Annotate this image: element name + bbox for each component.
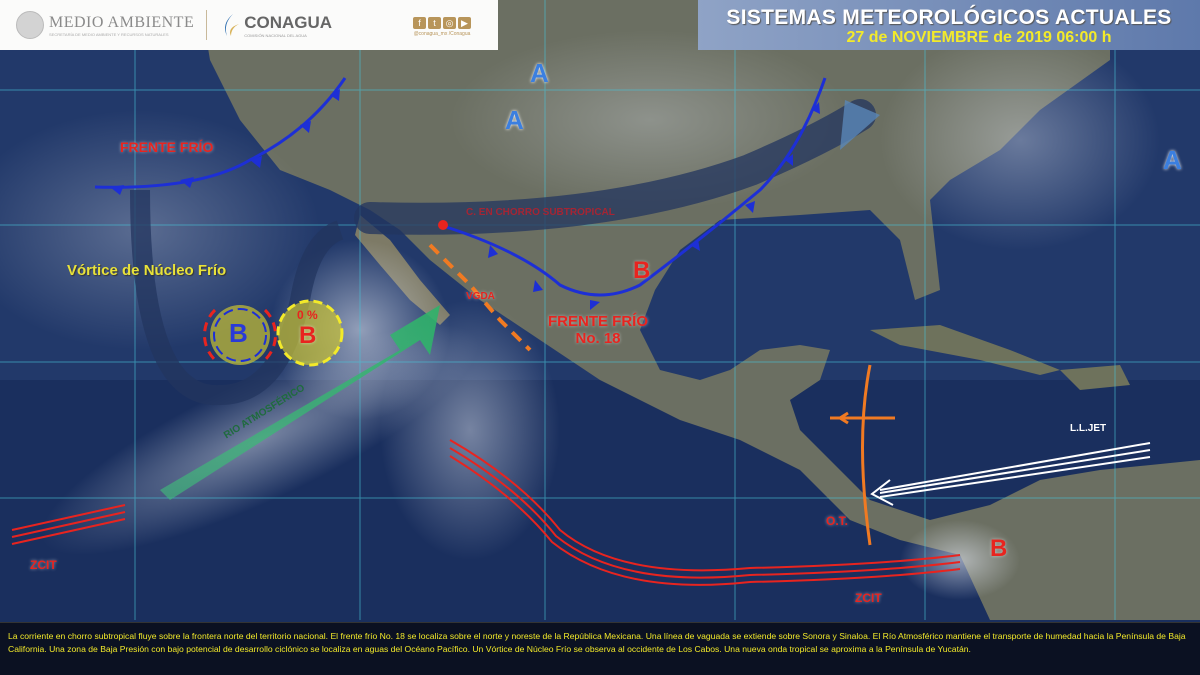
semarnat-logo: MEDIO AMBIENTE SECRETARÍA DE MEDIO AMBIEN… bbox=[16, 11, 194, 39]
label-jet-stream: C. EN CHORRO SUBTROPICAL bbox=[466, 207, 615, 218]
social-links: f t ◎ ▶ @conagua_mx /Conagua bbox=[412, 13, 472, 37]
trough-line bbox=[428, 243, 532, 352]
label-vgda: VGDA bbox=[466, 291, 495, 302]
grid-lines bbox=[0, 0, 1200, 620]
atmospheric-river bbox=[160, 305, 440, 500]
conagua-wave-icon bbox=[225, 14, 240, 36]
label-lljet: L.L.JET bbox=[1070, 423, 1107, 434]
agency1-name: MEDIO AMBIENTE bbox=[49, 13, 195, 31]
social-handle: @conagua_mx /Conagua bbox=[413, 31, 471, 37]
facebook-icon[interactable]: f bbox=[413, 17, 426, 29]
label-zcit-west: ZCIT bbox=[30, 558, 57, 572]
mexico-seal-icon bbox=[16, 11, 44, 39]
cold-front-18 bbox=[439, 77, 827, 297]
title-banner: SISTEMAS METEOROLÓGICOS ACTUALES 27 de N… bbox=[698, 0, 1200, 50]
itcz-west bbox=[11, 504, 126, 545]
vortex-loop bbox=[130, 189, 344, 406]
conagua-logo: CONAGUA COMISIÓN NACIONAL DEL AGUA bbox=[219, 12, 332, 38]
label-vortice: Vórtice de Núcleo Frío bbox=[67, 262, 227, 279]
hispaniola bbox=[1060, 365, 1130, 390]
date-time: 27 de NOVIEMBRE de 2019 06:00 h bbox=[846, 29, 1112, 46]
divider bbox=[206, 10, 208, 40]
subtropical-jet bbox=[354, 99, 876, 235]
low-b-front: B bbox=[633, 257, 651, 284]
agency2-name: CONAGUA bbox=[244, 12, 333, 32]
low-pressure-circle bbox=[278, 301, 342, 365]
low-probability: 0 % bbox=[297, 308, 318, 322]
itcz-east bbox=[449, 439, 961, 586]
twitter-icon[interactable]: t bbox=[428, 17, 441, 29]
description-text: La corriente en chorro subtropical fluye… bbox=[0, 622, 1200, 675]
agency-logos-bar: MEDIO AMBIENTE SECRETARÍA DE MEDIO AMBIEN… bbox=[0, 0, 498, 50]
cold-front-nw bbox=[94, 77, 347, 189]
high-pressure-a1: A bbox=[530, 58, 549, 88]
page-title: SISTEMAS METEOROLÓGICOS ACTUALES bbox=[726, 6, 1172, 29]
low-level-jet bbox=[870, 442, 1151, 506]
label-ot: O.T. bbox=[826, 514, 849, 528]
frente18-line1: FRENTE FRÍO bbox=[548, 313, 648, 330]
instagram-icon[interactable]: ◎ bbox=[443, 17, 456, 29]
agency1-sub: SECRETARÍA DE MEDIO AMBIENTE Y RECURSOS … bbox=[49, 31, 169, 37]
label-frente-frio-nw: FRENTE FRÍO bbox=[120, 139, 214, 155]
vortex-low-circle bbox=[210, 305, 270, 365]
youtube-icon[interactable]: ▶ bbox=[458, 17, 471, 29]
low-b-vortex: B bbox=[229, 318, 248, 348]
low-b-colombia: B bbox=[990, 535, 1008, 562]
agency2-sub: COMISIÓN NACIONAL DEL AGUA bbox=[244, 32, 307, 38]
high-pressure-a3: A bbox=[1163, 145, 1182, 175]
label-frente-18: FRENTE FRÍO No. 18 bbox=[548, 313, 648, 347]
low-b-pacific: B bbox=[299, 322, 317, 349]
label-zcit-east: ZCIT bbox=[855, 591, 882, 605]
high-pressure-a2: A bbox=[505, 105, 524, 135]
frente18-line2: No. 18 bbox=[575, 330, 621, 347]
tropical-wave bbox=[861, 364, 872, 546]
